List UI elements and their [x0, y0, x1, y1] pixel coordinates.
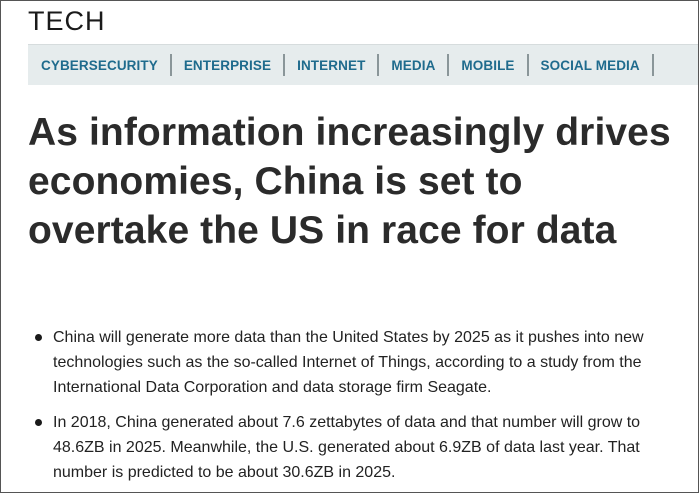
bullet-icon: [35, 419, 42, 426]
nav-item-social-media[interactable]: SOCIAL MEDIA: [540, 57, 640, 73]
nav-separator: [651, 54, 654, 76]
article-headline: As information increasingly drives econo…: [28, 111, 671, 252]
bullet-icon: [35, 334, 42, 341]
nav-separator: [526, 54, 529, 76]
nav-separator: [377, 54, 380, 76]
key-point-item: In 2018, China generated about 7.6 zetta…: [31, 410, 686, 485]
nav-separator: [447, 54, 450, 76]
nav-item-media[interactable]: MEDIA: [391, 57, 436, 73]
nav-item-cybersecurity[interactable]: CYBERSECURITY: [41, 57, 158, 73]
nav-item-enterprise[interactable]: ENTERPRISE: [183, 57, 272, 73]
section-title[interactable]: TECH: [28, 6, 106, 36]
key-points-list: China will generate more data than the U…: [31, 325, 686, 492]
section-nav: CYBERSECURITY ENTERPRISE INTERNET MEDIA …: [28, 44, 698, 85]
key-point-item: China will generate more data than the U…: [31, 325, 686, 400]
key-point-text: In 2018, China generated about 7.6 zetta…: [53, 414, 641, 481]
nav-separator: [169, 54, 172, 76]
nav-item-internet[interactable]: INTERNET: [297, 57, 366, 73]
nav-separator: [283, 54, 286, 76]
nav-item-mobile[interactable]: MOBILE: [461, 57, 515, 73]
key-point-text: China will generate more data than the U…: [53, 329, 644, 396]
